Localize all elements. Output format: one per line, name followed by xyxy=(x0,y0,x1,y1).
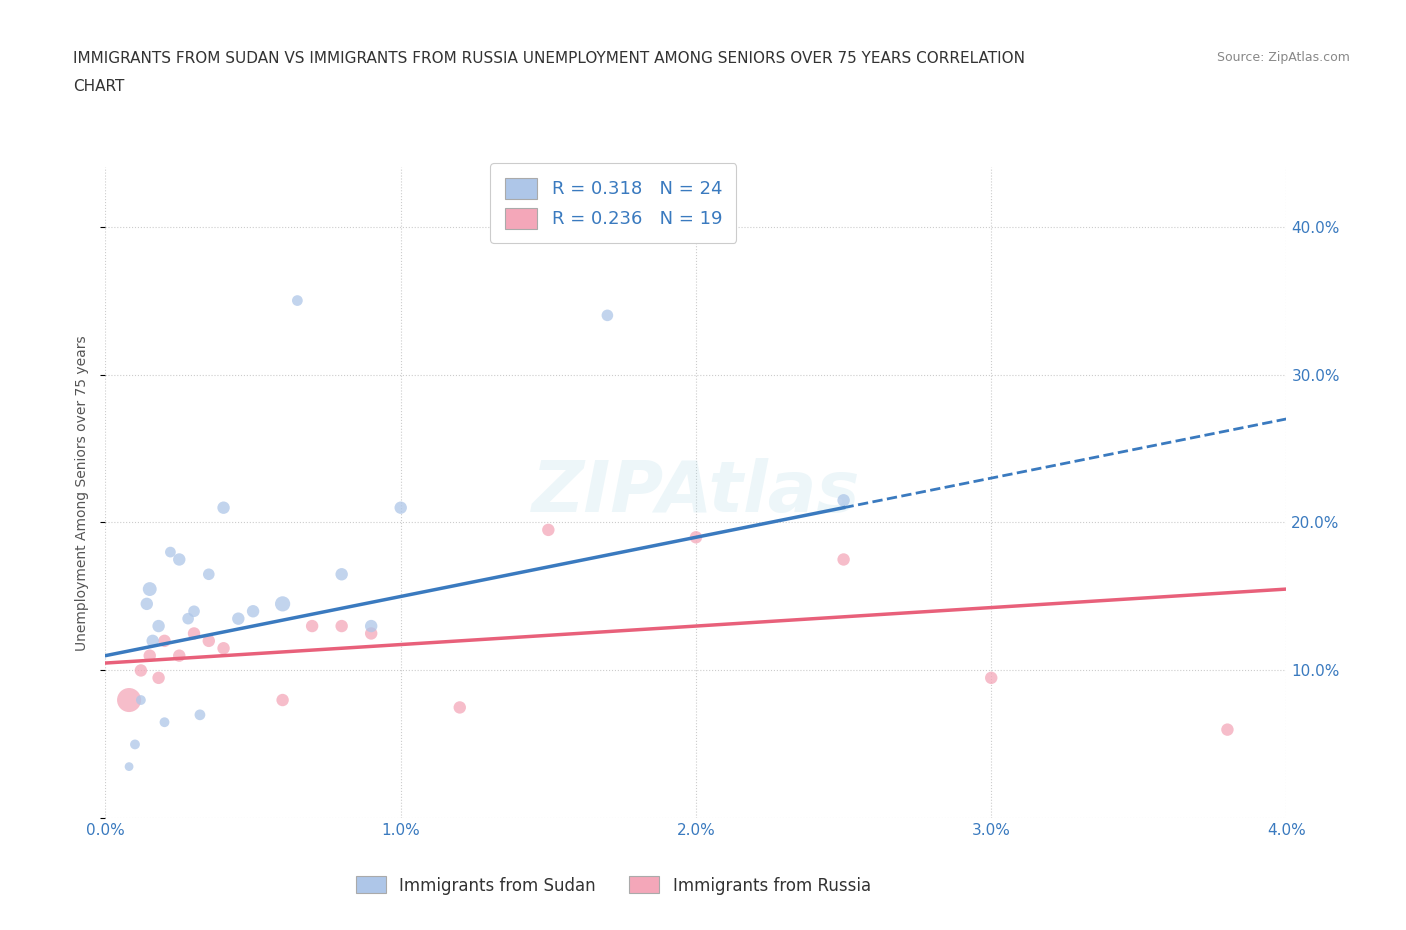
Y-axis label: Unemployment Among Seniors over 75 years: Unemployment Among Seniors over 75 years xyxy=(76,335,90,651)
Point xyxy=(148,671,170,685)
Point xyxy=(330,567,353,582)
Point xyxy=(596,308,619,323)
Point xyxy=(212,641,235,656)
Point xyxy=(301,618,323,633)
Point xyxy=(226,611,250,626)
Point xyxy=(177,611,200,626)
Point xyxy=(389,500,412,515)
Point xyxy=(980,671,1002,685)
Point xyxy=(159,545,181,560)
Point xyxy=(183,604,205,618)
Point xyxy=(832,493,855,508)
Point xyxy=(449,700,471,715)
Point xyxy=(360,626,382,641)
Point xyxy=(129,693,152,708)
Point xyxy=(537,523,560,538)
Point xyxy=(169,648,191,663)
Point xyxy=(197,567,219,582)
Point xyxy=(142,633,165,648)
Point xyxy=(138,581,162,596)
Point xyxy=(135,596,157,611)
Text: CHART: CHART xyxy=(73,79,125,94)
Point xyxy=(1216,723,1239,737)
Point xyxy=(330,618,353,633)
Point xyxy=(832,552,855,567)
Point xyxy=(685,530,707,545)
Point xyxy=(197,633,219,648)
Text: Source: ZipAtlas.com: Source: ZipAtlas.com xyxy=(1216,51,1350,64)
Point xyxy=(129,663,152,678)
Point xyxy=(287,293,309,308)
Point xyxy=(138,648,162,663)
Point xyxy=(183,626,205,641)
Point xyxy=(153,633,176,648)
Point xyxy=(242,604,264,618)
Point xyxy=(188,708,211,723)
Point xyxy=(148,618,170,633)
Point xyxy=(169,552,191,567)
Text: IMMIGRANTS FROM SUDAN VS IMMIGRANTS FROM RUSSIA UNEMPLOYMENT AMONG SENIORS OVER : IMMIGRANTS FROM SUDAN VS IMMIGRANTS FROM… xyxy=(73,51,1025,66)
Point xyxy=(118,693,141,708)
Point xyxy=(271,693,294,708)
Point xyxy=(124,737,146,751)
Point xyxy=(360,618,382,633)
Point xyxy=(212,500,235,515)
Point xyxy=(153,715,176,730)
Text: ZIPAtlas: ZIPAtlas xyxy=(531,458,860,527)
Legend: Immigrants from Sudan, Immigrants from Russia: Immigrants from Sudan, Immigrants from R… xyxy=(349,870,877,901)
Point xyxy=(271,596,294,611)
Point xyxy=(118,759,141,774)
